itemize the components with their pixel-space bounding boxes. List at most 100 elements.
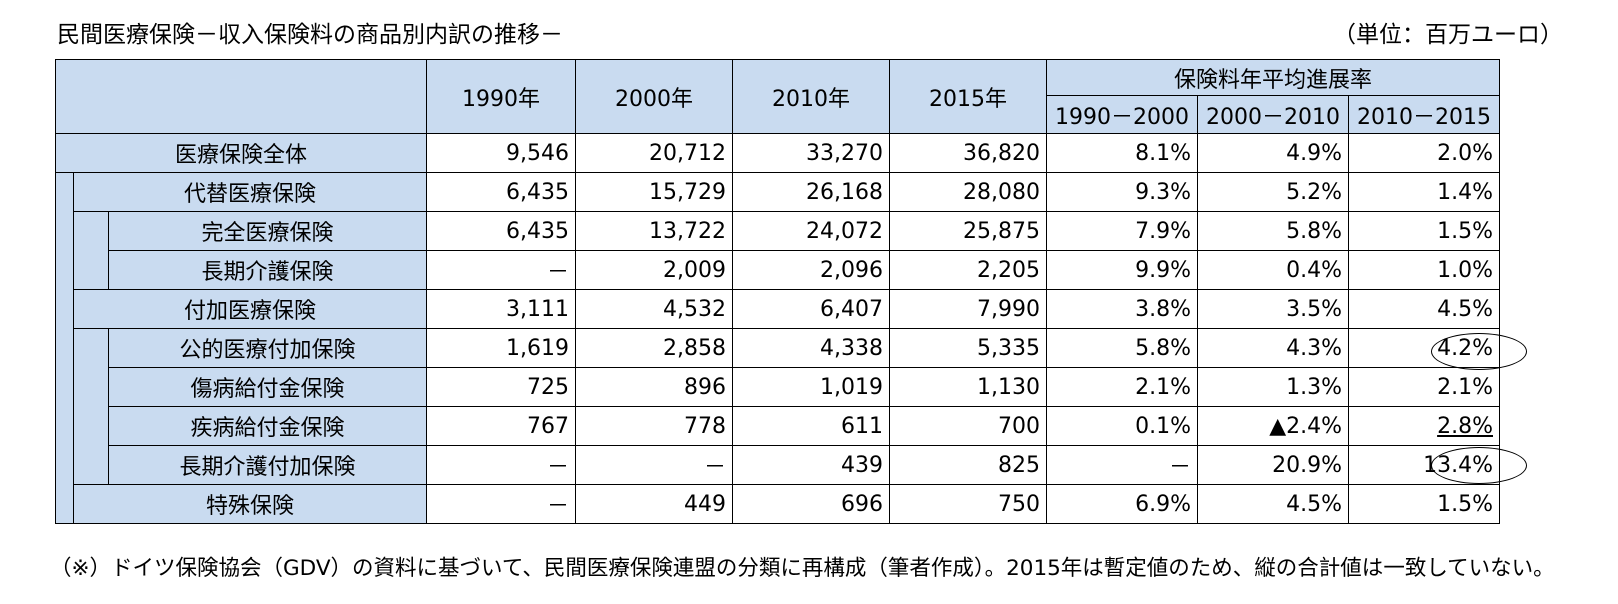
cell-growth-1: 8.1% (1046, 133, 1198, 173)
cell-1990: 6,435 (426, 211, 576, 251)
row-label: 完全医療保険 (108, 211, 427, 251)
header-period-1: 1990－2000 (1046, 95, 1198, 134)
cell-2010: 696 (732, 484, 890, 524)
cell-2010: 439 (732, 445, 890, 485)
cell-2010: 611 (732, 406, 890, 446)
cell-2015: 36,820 (889, 133, 1047, 173)
cell-1990: 767 (426, 406, 576, 446)
table-row: 完全医療保険 6,435 13,722 24,072 25,875 7.9% 5… (56, 211, 1500, 290)
row-label: 疾病給付金保険 (108, 406, 427, 446)
cell-growth-2: 0.4% (1197, 250, 1349, 290)
table-row: 傷病給付金保険 725 896 1,019 1,130 2.1% 1.3% 2.… (56, 367, 1500, 407)
cell-1990: 1,619 (426, 328, 576, 368)
cell-2015: 28,080 (889, 172, 1047, 212)
row-label: 代替医療保険 (73, 172, 427, 212)
cell-2010: 1,019 (732, 367, 890, 407)
cell-2015: 1,130 (889, 367, 1047, 407)
cell-growth-1: 9.3% (1046, 172, 1198, 212)
indent-bracket-level2 (73, 211, 109, 290)
cell-2010: 24,072 (732, 211, 890, 251)
cell-2010: 4,338 (732, 328, 890, 368)
cell-growth-3: 2.8% (1348, 406, 1500, 446)
table-row: 疾病給付金保険 767 778 611 700 0.1% ▲2.4% 2.8% (56, 406, 1500, 446)
cell-1990: 725 (426, 367, 576, 407)
cell-2000: 4,532 (575, 289, 733, 329)
table-row: 代替医療保険 6,435 15,729 26,168 28,080 9.3% 5… (55, 172, 1500, 524)
table-row: 特殊保険 － 449 696 750 6.9% 4.5% 1.5% (56, 484, 1500, 524)
indent-bracket-level2 (73, 328, 109, 485)
cell-growth-2: 20.9% (1197, 445, 1349, 485)
cell-growth-3: 1.0% (1348, 250, 1500, 290)
cell-2000: 896 (575, 367, 733, 407)
cell-growth-1: 7.9% (1046, 211, 1198, 251)
cell-growth-2: 4.5% (1197, 484, 1349, 524)
premium-table: 1990年 2000年 2010年 2015年 保険料年平均進展率 1990－2… (55, 59, 1500, 524)
header-period-2: 2000－2010 (1197, 95, 1349, 134)
cell-growth-3: 4.5% (1348, 289, 1500, 329)
table-row: 長期介護付加保険 － － 439 825 － 20.9% 13.4% (56, 445, 1500, 485)
cell-1990: 9,546 (426, 133, 576, 173)
row-label: 傷病給付金保険 (108, 367, 427, 407)
cell-2010: 26,168 (732, 172, 890, 212)
table-title: 民間医療保険－収入保険料の商品別内訳の推移－ (57, 22, 563, 48)
cell-1990: － (426, 445, 576, 485)
table-row: 付加医療保険 3,111 4,532 6,407 7,990 3.8% 3.5%… (56, 289, 1500, 329)
header-year-1990: 1990年 (426, 59, 576, 134)
unit-label: （単位：百万ユーロ） (1333, 22, 1563, 48)
cell-growth-3: 1.5% (1348, 211, 1500, 251)
row-label: 長期介護付加保険 (108, 445, 427, 485)
cell-growth-3: 1.5% (1348, 484, 1500, 524)
cell-2015: 7,990 (889, 289, 1047, 329)
row-label: 付加医療保険 (73, 289, 427, 329)
header-year-2010: 2010年 (732, 59, 890, 134)
cell-growth-3: 2.1% (1348, 367, 1500, 407)
table-row: 長期介護保険 － 2,009 2,096 2,205 9.9% 0.4% 1.0… (56, 250, 1500, 290)
header-period-3: 2010－2015 (1348, 95, 1500, 134)
cell-growth-3: 2.0% (1348, 133, 1500, 173)
footnote: （※）ドイツ保険協会（GDV）の資料に基づいて、民間医療保険連盟の分類に再構成（… (50, 556, 1555, 581)
cell-growth-1: － (1046, 445, 1198, 485)
cell-2000: 20,712 (575, 133, 733, 173)
cell-2010: 33,270 (732, 133, 890, 173)
cell-growth-2: 5.8% (1197, 211, 1349, 251)
header-year-2015: 2015年 (889, 59, 1047, 134)
cell-growth-1: 3.8% (1046, 289, 1198, 329)
cell-2000: 449 (575, 484, 733, 524)
row-label: 長期介護保険 (108, 250, 427, 290)
row-label: 公的医療付加保険 (108, 328, 427, 368)
cell-2015: 750 (889, 484, 1047, 524)
cell-2010: 6,407 (732, 289, 890, 329)
cell-growth-1: 6.9% (1046, 484, 1198, 524)
indent-bracket-level1 (55, 172, 74, 524)
cell-1990: － (426, 484, 576, 524)
cell-growth-3: 4.2% (1348, 328, 1500, 368)
cell-growth-2: 3.5% (1197, 289, 1349, 329)
cell-1990: － (426, 250, 576, 290)
cell-1990: 3,111 (426, 289, 576, 329)
header-corner (55, 59, 427, 134)
cell-2015: 825 (889, 445, 1047, 485)
row-label: 医療保険全体 (55, 133, 427, 173)
cell-2010: 2,096 (732, 250, 890, 290)
cell-growth-1: 9.9% (1046, 250, 1198, 290)
cell-growth-2: 4.3% (1197, 328, 1349, 368)
cell-2000: 778 (575, 406, 733, 446)
header-growth: 保険料年平均進展率 (1046, 59, 1500, 96)
cell-2000: 13,722 (575, 211, 733, 251)
table-row: 医療保険全体 9,546 20,712 33,270 36,820 8.1% 4… (55, 133, 1500, 173)
cell-1990: 6,435 (426, 172, 576, 212)
cell-growth-1: 5.8% (1046, 328, 1198, 368)
cell-2015: 25,875 (889, 211, 1047, 251)
cell-growth-1: 2.1% (1046, 367, 1198, 407)
header-year-2000: 2000年 (575, 59, 733, 134)
cell-growth-2: 4.9% (1197, 133, 1349, 173)
cell-2000: 2,009 (575, 250, 733, 290)
row-label: 特殊保険 (73, 484, 427, 524)
cell-2000: 15,729 (575, 172, 733, 212)
cell-growth-3: 13.4% (1348, 445, 1500, 485)
cell-2015: 700 (889, 406, 1047, 446)
cell-2000: － (575, 445, 733, 485)
cell-2000: 2,858 (575, 328, 733, 368)
cell-growth-2: 5.2% (1197, 172, 1349, 212)
cell-growth-1: 0.1% (1046, 406, 1198, 446)
